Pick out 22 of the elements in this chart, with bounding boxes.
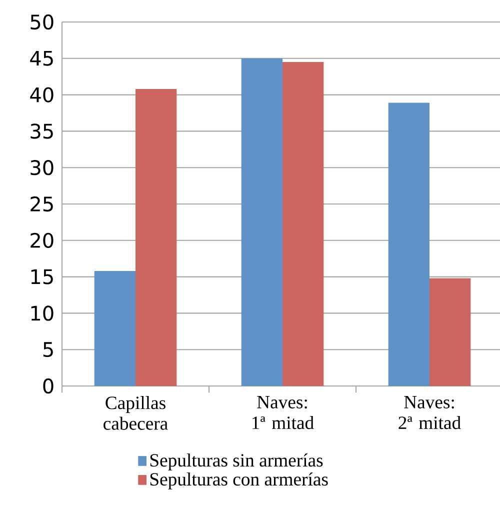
y-tick-label: 25: [30, 196, 53, 212]
y-tick-label: 30: [30, 160, 54, 176]
y-tick-label: 15: [31, 269, 53, 284]
x-tick-label: Capillas cabecera: [104, 396, 168, 430]
y-tick-label: 5: [43, 342, 53, 358]
x-tick-label: Naves: 2ª mitad: [398, 396, 461, 430]
bar: [94, 270, 136, 386]
y-tick-label: 0: [43, 378, 54, 394]
y-tick-label: 45: [30, 50, 53, 66]
bar: [241, 58, 283, 386]
y-tick-label: 35: [30, 124, 53, 139]
bar: [388, 102, 430, 386]
bar: [430, 278, 471, 386]
legend-label: Sepulturas con armerías: [150, 472, 328, 490]
y-tick-label: 10: [31, 306, 54, 321]
y-tick-label: 20: [30, 232, 54, 248]
bar: [136, 88, 177, 386]
bar: [282, 62, 324, 386]
legend-label: Sepulturas sin armerías: [150, 453, 323, 470]
y-tick-label: 50: [30, 14, 54, 30]
y-tick-label: 40: [30, 87, 54, 102]
x-tick-label: Naves: 1ª mitad: [252, 396, 314, 430]
